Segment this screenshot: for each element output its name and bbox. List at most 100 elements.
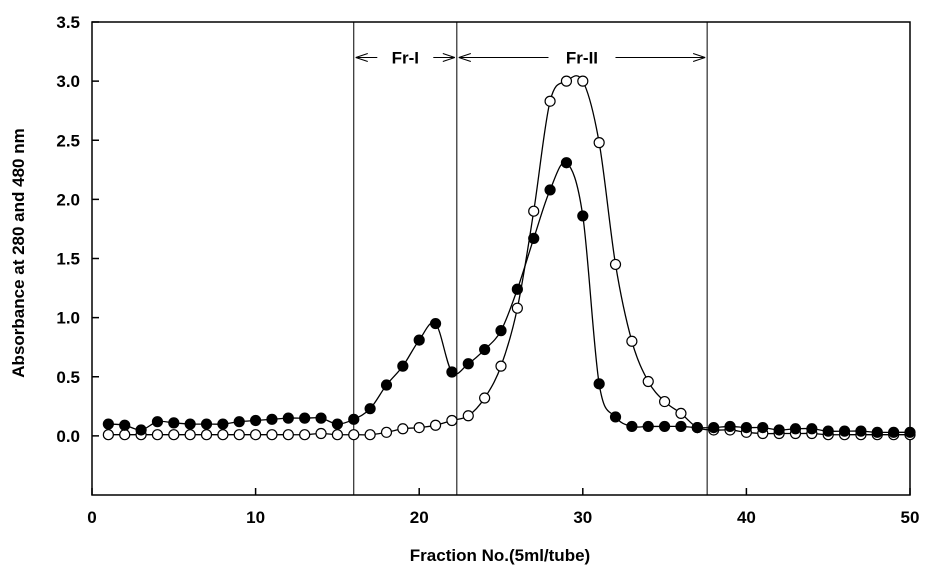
data-point-filled: [626, 420, 638, 433]
y-tick-label: 0.0: [56, 427, 80, 446]
data-point-open: [593, 137, 605, 149]
fraction-range-label: Fr-II: [566, 48, 598, 67]
data-point-filled: [168, 417, 180, 429]
data-point-open: [102, 429, 114, 441]
data-point-filled: [871, 426, 883, 438]
data-point-filled: [135, 424, 147, 436]
fraction-range-layer: Fr-I Fr-II: [355, 48, 706, 67]
data-point-filled: [380, 379, 393, 391]
data-point-open: [119, 429, 131, 441]
data-point-open: [511, 302, 523, 314]
data-point-filled: [511, 283, 523, 295]
data-point-open: [184, 429, 196, 441]
data-point-open: [380, 426, 393, 438]
data-point-filled: [593, 378, 605, 390]
data-point-filled: [266, 413, 278, 425]
data-point-open: [528, 205, 540, 217]
data-point-open: [168, 429, 180, 441]
data-point-filled: [658, 420, 671, 433]
range-arrow-head: [442, 53, 455, 62]
y-tick-label: 2.5: [56, 131, 80, 150]
range-arrow-head: [692, 53, 706, 62]
x-tick-label: 30: [573, 508, 592, 527]
data-point-filled: [151, 416, 164, 428]
data-point-open: [429, 419, 442, 431]
data-point-filled: [708, 421, 720, 434]
data-point-open: [626, 335, 638, 347]
x-tick-label: 50: [901, 508, 920, 527]
data-point-open: [413, 421, 425, 434]
data-point-filled: [691, 421, 703, 434]
data-point-filled: [789, 423, 802, 435]
series-layer: [102, 75, 916, 441]
y-axis-title: Absorbance at 280 and 480 nm: [9, 128, 28, 377]
data-point-filled: [348, 413, 360, 425]
range-arrow-head: [458, 53, 471, 62]
data-point-filled: [119, 419, 131, 431]
data-point-filled: [806, 423, 818, 435]
data-point-filled: [250, 414, 262, 427]
data-point-open: [479, 392, 491, 404]
data-point-open: [658, 395, 671, 408]
data-point-open: [348, 429, 360, 441]
data-point-filled: [413, 334, 425, 346]
data-point-filled: [838, 425, 851, 437]
data-point-filled: [429, 317, 442, 330]
data-point-filled: [888, 426, 900, 438]
data-point-open: [495, 360, 507, 372]
data-point-open: [609, 258, 622, 271]
range-arrow-head: [355, 53, 368, 62]
data-point-filled: [397, 360, 409, 372]
data-point-filled: [217, 418, 229, 430]
y-tick-label: 0.5: [56, 368, 80, 387]
data-point-open: [233, 429, 245, 441]
data-point-open: [217, 429, 229, 441]
data-point-filled: [822, 425, 834, 437]
data-point-filled: [757, 421, 769, 434]
data-point-filled: [364, 403, 376, 415]
data-point-open: [151, 429, 164, 441]
data-point-open: [364, 429, 376, 441]
data-point-open: [200, 429, 213, 441]
data-point-filled: [495, 325, 507, 337]
data-point-filled: [855, 425, 867, 437]
data-point-filled: [446, 366, 458, 378]
data-point-filled: [740, 421, 753, 434]
data-point-filled: [184, 418, 196, 430]
data-point-filled: [299, 412, 311, 424]
data-point-open: [675, 407, 687, 420]
data-point-filled: [479, 343, 491, 356]
data-point-filled: [904, 426, 916, 438]
series-line-open-circle: [108, 75, 910, 436]
x-axis-title: Fraction No.(5ml/tube): [410, 546, 590, 565]
data-point-filled: [544, 184, 556, 196]
data-point-filled: [233, 416, 245, 428]
data-point-filled: [577, 210, 589, 222]
y-tick-label: 3.0: [56, 72, 80, 91]
data-point-filled: [315, 412, 327, 424]
data-point-filled: [609, 411, 622, 423]
data-point-open: [299, 429, 311, 441]
y-tick-label: 1.5: [56, 250, 80, 269]
data-point-filled: [773, 424, 785, 436]
data-point-filled: [560, 157, 573, 169]
series-line-filled-circle: [108, 161, 910, 434]
tick-layer: 0.0 0.5 1.0 1.5 2.0 2.5 3.0 3.5 0 10 20 30 40 50: [56, 13, 919, 527]
data-point-open: [544, 95, 556, 107]
x-tick-label: 10: [246, 508, 265, 527]
data-point-open: [560, 75, 573, 87]
data-point-open: [462, 410, 474, 422]
data-point-open: [266, 429, 278, 441]
x-tick-label: 20: [410, 508, 429, 527]
data-point-open: [315, 427, 327, 440]
data-point-filled: [462, 358, 474, 370]
data-point-open: [250, 429, 262, 441]
data-point-filled: [200, 418, 213, 430]
data-point-open: [642, 375, 654, 388]
data-point-open: [331, 429, 343, 441]
y-tick-label: 1.0: [56, 309, 80, 328]
data-point-filled: [675, 420, 687, 433]
data-point-filled: [528, 232, 540, 244]
x-tick-label: 0: [87, 508, 96, 527]
